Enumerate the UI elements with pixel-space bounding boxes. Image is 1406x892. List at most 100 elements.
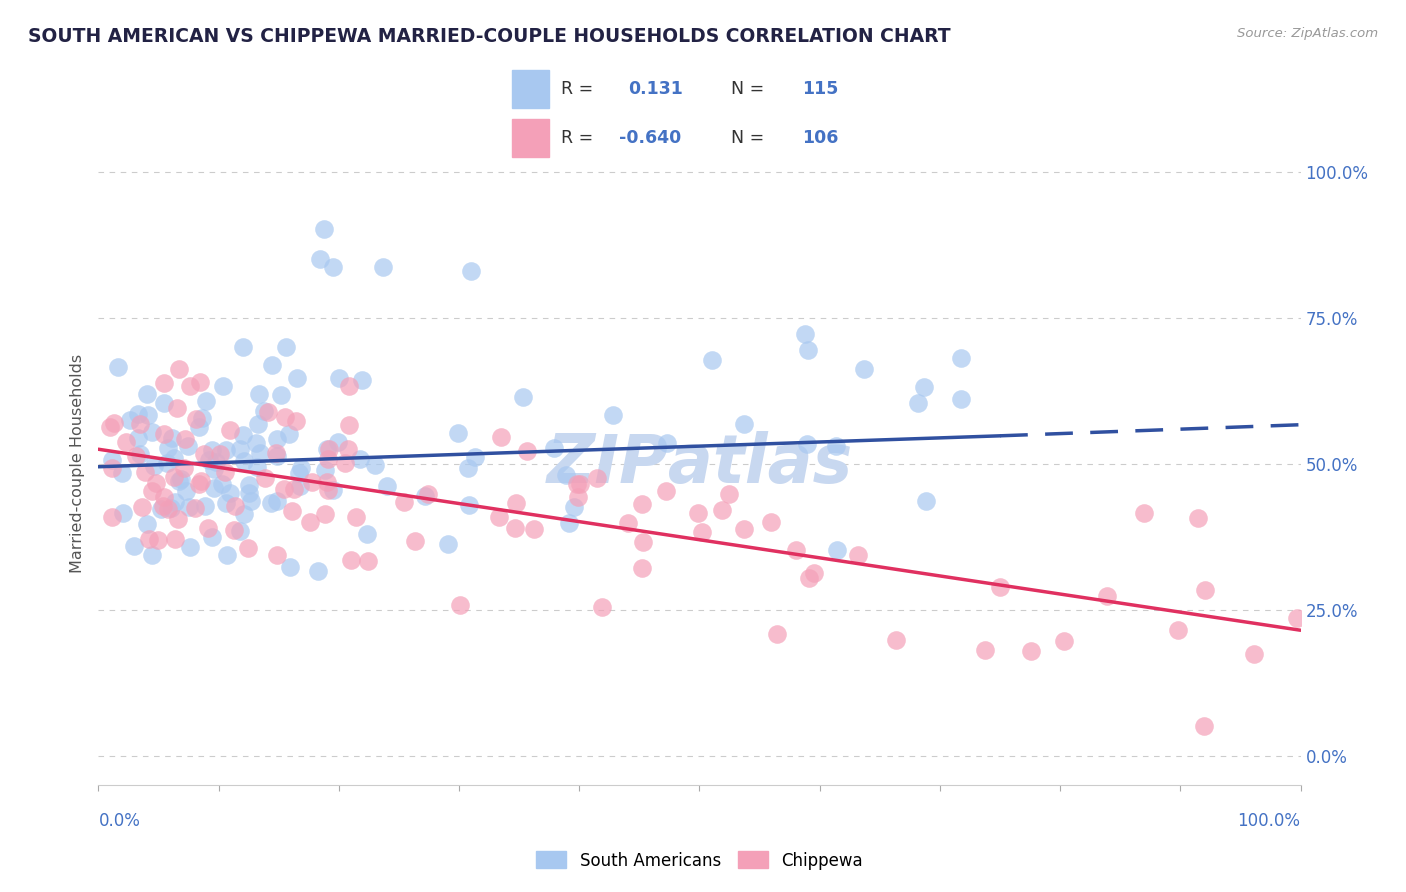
Point <box>187 420 209 434</box>
Point <box>733 522 755 536</box>
Point <box>162 431 184 445</box>
Point <box>357 554 380 568</box>
Point <box>156 456 179 470</box>
Point <box>288 479 311 493</box>
Point <box>288 466 311 480</box>
Text: 0.131: 0.131 <box>627 79 682 97</box>
Point <box>285 414 308 428</box>
Point <box>314 222 336 236</box>
Point <box>229 442 252 456</box>
Point <box>503 521 526 535</box>
Point <box>322 260 344 275</box>
Text: R =: R = <box>561 79 593 97</box>
Point <box>404 533 426 548</box>
Point <box>884 633 907 648</box>
Point <box>912 380 935 394</box>
Point <box>1194 583 1216 598</box>
Point <box>122 539 145 553</box>
Point <box>167 362 190 376</box>
Point <box>260 496 283 510</box>
Point <box>949 392 972 407</box>
Point <box>797 343 820 358</box>
Point <box>114 434 136 449</box>
Point <box>270 388 292 402</box>
Point <box>232 454 254 468</box>
Point <box>457 498 479 512</box>
Point <box>633 534 655 549</box>
Point <box>205 455 228 469</box>
Point <box>131 500 153 514</box>
Point <box>224 499 246 513</box>
Point <box>824 439 846 453</box>
Point <box>558 516 581 530</box>
Point <box>314 463 336 477</box>
Point <box>201 442 224 457</box>
Point <box>215 496 238 510</box>
Point <box>129 417 152 431</box>
Point <box>337 442 360 456</box>
Point <box>127 407 149 421</box>
Point <box>464 450 486 464</box>
Point <box>142 458 165 473</box>
Point <box>285 371 308 385</box>
Point <box>825 543 848 558</box>
Point <box>177 500 200 515</box>
Point <box>232 340 254 354</box>
Point <box>153 376 176 391</box>
Point <box>100 420 122 434</box>
Text: R =: R = <box>561 128 593 147</box>
Point <box>322 483 344 498</box>
Point <box>418 487 440 501</box>
Point <box>733 417 755 432</box>
Point <box>167 512 190 526</box>
Point <box>1133 506 1156 520</box>
Point <box>794 327 817 342</box>
Text: Source: ZipAtlas.com: Source: ZipAtlas.com <box>1237 27 1378 40</box>
Point <box>512 390 534 404</box>
Point <box>127 431 149 445</box>
Point <box>274 340 297 354</box>
Point <box>1167 624 1189 638</box>
Point <box>1019 644 1042 658</box>
Point <box>591 599 613 614</box>
Point <box>179 379 201 393</box>
Text: -0.640: -0.640 <box>620 128 682 147</box>
Point <box>1192 719 1215 733</box>
Point <box>163 470 186 484</box>
Point <box>219 423 242 437</box>
Point <box>799 571 821 585</box>
Point <box>988 580 1011 594</box>
Point <box>974 642 997 657</box>
Point <box>554 468 576 483</box>
Point <box>246 460 269 475</box>
Point <box>238 478 260 492</box>
Point <box>232 427 254 442</box>
Point <box>1243 647 1265 661</box>
Point <box>314 507 336 521</box>
Point <box>256 405 278 419</box>
Point <box>217 548 239 562</box>
Bar <box>512 70 548 108</box>
Point <box>166 401 188 415</box>
Point <box>1095 590 1118 604</box>
Y-axis label: Married-couple Households: Married-couple Households <box>69 354 84 574</box>
Point <box>177 439 200 453</box>
Point <box>163 532 186 546</box>
Point <box>197 521 219 535</box>
Point <box>188 477 211 491</box>
Point <box>111 467 134 481</box>
Point <box>188 375 211 389</box>
Point <box>201 530 224 544</box>
Point <box>138 532 160 546</box>
Point <box>266 548 288 562</box>
Point <box>245 436 267 450</box>
Point <box>702 353 724 368</box>
Point <box>1187 510 1209 524</box>
Point <box>141 425 163 440</box>
Point <box>907 395 929 409</box>
Point <box>853 361 876 376</box>
Point <box>339 553 361 567</box>
Point <box>337 379 360 393</box>
Point <box>290 461 312 475</box>
Point <box>307 564 329 578</box>
